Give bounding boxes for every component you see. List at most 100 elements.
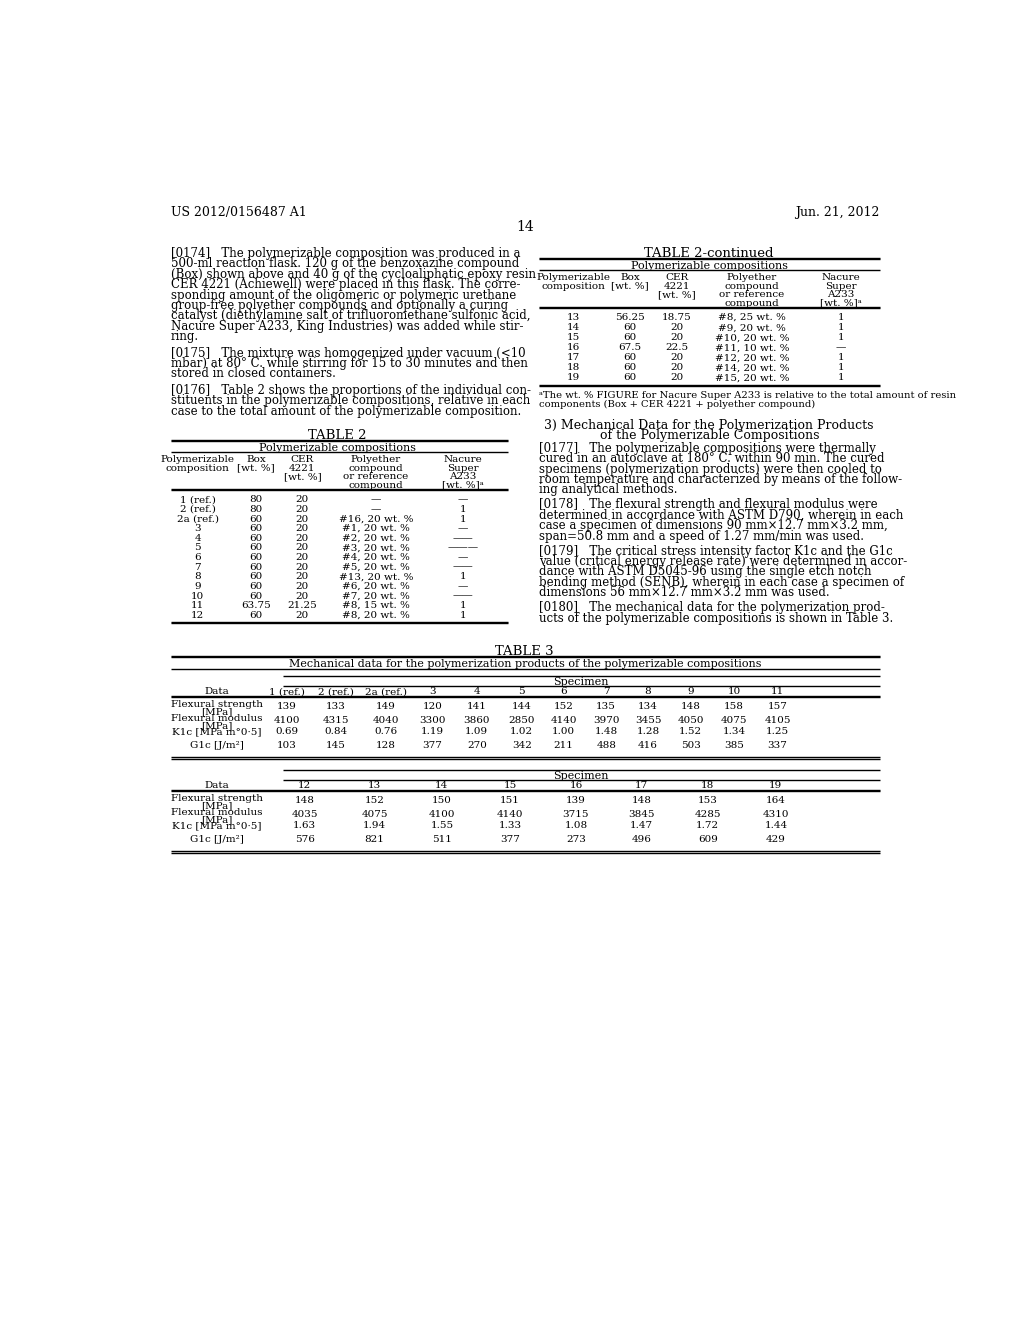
Text: 60: 60 xyxy=(624,374,637,383)
Text: 4105: 4105 xyxy=(764,715,791,725)
Text: 19: 19 xyxy=(769,781,782,791)
Text: 1: 1 xyxy=(838,354,845,362)
Text: 4035: 4035 xyxy=(292,810,317,818)
Text: 19: 19 xyxy=(567,374,581,383)
Text: 3455: 3455 xyxy=(635,715,662,725)
Text: —: — xyxy=(458,495,468,504)
Text: 60: 60 xyxy=(249,573,262,581)
Text: 4040: 4040 xyxy=(373,715,399,725)
Text: 4221: 4221 xyxy=(664,281,690,290)
Text: 12: 12 xyxy=(298,781,311,791)
Text: 1: 1 xyxy=(838,323,845,333)
Text: 11: 11 xyxy=(191,601,205,610)
Text: stored in closed containers.: stored in closed containers. xyxy=(171,367,336,380)
Text: 56.25: 56.25 xyxy=(615,313,645,322)
Text: 8: 8 xyxy=(645,688,651,697)
Text: 4100: 4100 xyxy=(273,715,300,725)
Text: composition: composition xyxy=(542,281,605,290)
Text: #12, 20 wt. %: #12, 20 wt. % xyxy=(715,354,790,362)
Text: —: — xyxy=(458,524,468,533)
Text: 60: 60 xyxy=(624,323,637,333)
Text: G1c [J/m²]: G1c [J/m²] xyxy=(190,836,244,845)
Text: 60: 60 xyxy=(624,354,637,362)
Text: 20: 20 xyxy=(296,582,309,591)
Text: CER 4221 (Achiewell) were placed in this flask. The corre-: CER 4221 (Achiewell) were placed in this… xyxy=(171,279,520,292)
Text: 20: 20 xyxy=(296,506,309,513)
Text: 273: 273 xyxy=(566,836,586,845)
Text: 1.94: 1.94 xyxy=(362,821,386,830)
Text: bending method (SENB), wherein in each case a specimen of: bending method (SENB), wherein in each c… xyxy=(539,576,904,589)
Text: [0176]   Table 2 shows the proportions of the individual con-: [0176] Table 2 shows the proportions of … xyxy=(171,384,530,397)
Text: 20: 20 xyxy=(296,533,309,543)
Text: 3970: 3970 xyxy=(593,715,620,725)
Text: 60: 60 xyxy=(249,582,262,591)
Text: [wt. %]: [wt. %] xyxy=(284,473,322,482)
Text: Nacure Super A233, King Industries) was added while stir-: Nacure Super A233, King Industries) was … xyxy=(171,319,523,333)
Text: #2, 20 wt. %: #2, 20 wt. % xyxy=(342,533,410,543)
Text: #9, 20 wt. %: #9, 20 wt. % xyxy=(718,323,785,333)
Text: [MPa]: [MPa] xyxy=(202,721,232,730)
Text: 60: 60 xyxy=(249,591,262,601)
Text: 1.09: 1.09 xyxy=(465,727,488,737)
Text: #6, 20 wt. %: #6, 20 wt. % xyxy=(342,582,410,591)
Text: 500-ml reaction flask. 120 g of the benzoxazine compound: 500-ml reaction flask. 120 g of the benz… xyxy=(171,257,519,271)
Text: 20: 20 xyxy=(670,374,683,383)
Text: 16: 16 xyxy=(569,781,583,791)
Text: 20: 20 xyxy=(296,591,309,601)
Text: 3) Mechanical Data for the Polymerization Products: 3) Mechanical Data for the Polymerizatio… xyxy=(545,418,874,432)
Text: ———: ——— xyxy=(447,544,478,552)
Text: ing analytical methods.: ing analytical methods. xyxy=(539,483,677,496)
Text: Data: Data xyxy=(205,781,229,791)
Text: ring.: ring. xyxy=(171,330,199,343)
Text: Mechanical data for the polymerization products of the polymerizable composition: Mechanical data for the polymerization p… xyxy=(289,659,761,669)
Text: 1 (ref.): 1 (ref.) xyxy=(269,688,305,697)
Text: 10: 10 xyxy=(727,688,740,697)
Text: compound: compound xyxy=(725,298,779,308)
Text: 145: 145 xyxy=(326,742,346,750)
Text: 14: 14 xyxy=(435,781,449,791)
Text: #8, 20 wt. %: #8, 20 wt. % xyxy=(342,611,410,620)
Text: Polymerizable compositions: Polymerizable compositions xyxy=(631,261,787,271)
Text: 18: 18 xyxy=(701,781,715,791)
Text: 60: 60 xyxy=(249,515,262,524)
Text: 1.02: 1.02 xyxy=(510,727,534,737)
Text: 14: 14 xyxy=(516,220,534,234)
Text: 1.44: 1.44 xyxy=(764,821,787,830)
Text: 149: 149 xyxy=(376,702,396,711)
Text: —: — xyxy=(458,553,468,562)
Text: [wt. %]: [wt. %] xyxy=(657,290,695,300)
Text: Specimen: Specimen xyxy=(554,677,609,688)
Text: Specimen: Specimen xyxy=(554,771,609,781)
Text: 144: 144 xyxy=(512,702,531,711)
Text: 60: 60 xyxy=(249,524,262,533)
Text: catalyst (diethylamine salt of trifluoromethane sulfonic acid,: catalyst (diethylamine salt of trifluoro… xyxy=(171,309,530,322)
Text: TABLE 3: TABLE 3 xyxy=(496,645,554,659)
Text: 5: 5 xyxy=(518,688,525,697)
Text: [0179]   The critical stress intensity factor K1c and the G1c: [0179] The critical stress intensity fac… xyxy=(539,545,893,557)
Text: 20: 20 xyxy=(296,573,309,581)
Text: G1c [J/m²]: G1c [J/m²] xyxy=(190,742,244,750)
Text: 148: 148 xyxy=(632,796,651,805)
Text: A233: A233 xyxy=(450,473,476,482)
Text: 20: 20 xyxy=(296,562,309,572)
Text: or reference: or reference xyxy=(719,290,784,300)
Text: 148: 148 xyxy=(295,796,314,805)
Text: 6: 6 xyxy=(195,553,201,562)
Text: 20: 20 xyxy=(670,363,683,372)
Text: 20: 20 xyxy=(670,354,683,362)
Text: 18.75: 18.75 xyxy=(662,313,691,322)
Text: 158: 158 xyxy=(724,702,744,711)
Text: 576: 576 xyxy=(295,836,314,845)
Text: 1: 1 xyxy=(460,515,466,524)
Text: of the Polymerizable Compositions: of the Polymerizable Compositions xyxy=(599,429,819,442)
Text: 152: 152 xyxy=(554,702,573,711)
Text: [0178]   The flexural strength and flexural modulus were: [0178] The flexural strength and flexura… xyxy=(539,499,878,511)
Text: #1, 20 wt. %: #1, 20 wt. % xyxy=(342,524,410,533)
Text: K1c [MPa m°0·5]: K1c [MPa m°0·5] xyxy=(172,821,262,830)
Text: 2a (ref.): 2a (ref.) xyxy=(366,688,408,697)
Text: #3, 20 wt. %: #3, 20 wt. % xyxy=(342,544,410,552)
Text: 4221: 4221 xyxy=(289,463,315,473)
Text: 342: 342 xyxy=(512,742,531,750)
Text: 1.34: 1.34 xyxy=(723,727,745,737)
Text: 2a (ref.): 2a (ref.) xyxy=(177,515,219,524)
